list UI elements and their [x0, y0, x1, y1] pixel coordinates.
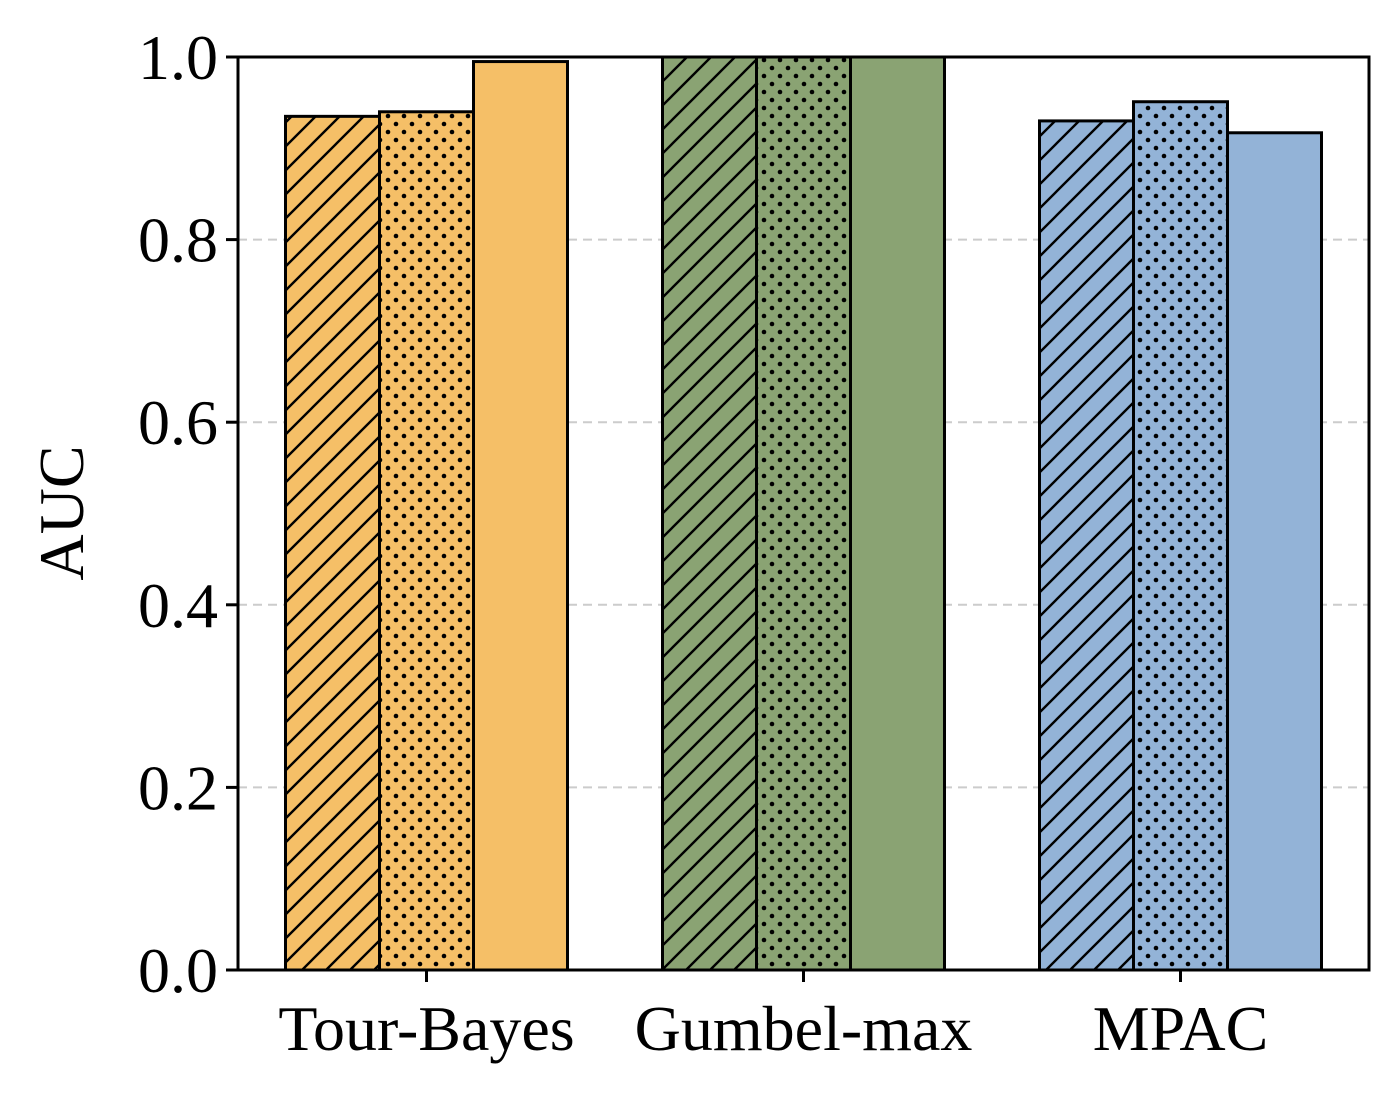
y-tick-label: 0.2: [138, 752, 218, 823]
bar-fill: [1227, 132, 1322, 971]
bar-mpac-hatch: [1038, 119, 1135, 972]
bar-tour-bayes-hatch: [284, 114, 381, 972]
y-tick-label: 1.0: [138, 22, 218, 93]
y-axis-title: AUC: [26, 445, 97, 580]
bar-gumbel-max-hatch: [661, 55, 758, 972]
x-tick-label: MPAC: [1093, 993, 1269, 1064]
bar-fill: [473, 61, 568, 970]
x-tick-label: Gumbel-max: [635, 993, 973, 1064]
bar-tour-bayes-dots: [378, 110, 475, 972]
y-tick-label: 0.4: [138, 570, 218, 641]
y-tick-label: 0.0: [138, 935, 218, 1006]
y-tick-label: 0.6: [138, 387, 218, 458]
x-tick-label: Tour-Bayes: [278, 993, 574, 1064]
bar-mpac-dots: [1132, 100, 1229, 972]
bar-fill: [850, 57, 945, 970]
bars: [284, 55, 1323, 972]
bar-gumbel-max-dots: [755, 55, 852, 972]
y-tick-label: 0.8: [138, 205, 218, 276]
axis-ticks: 0.0 0.2 0.4 0.6 0.8 1.0 Tour-Bayes Gumbel-max MP…: [138, 22, 1268, 1064]
